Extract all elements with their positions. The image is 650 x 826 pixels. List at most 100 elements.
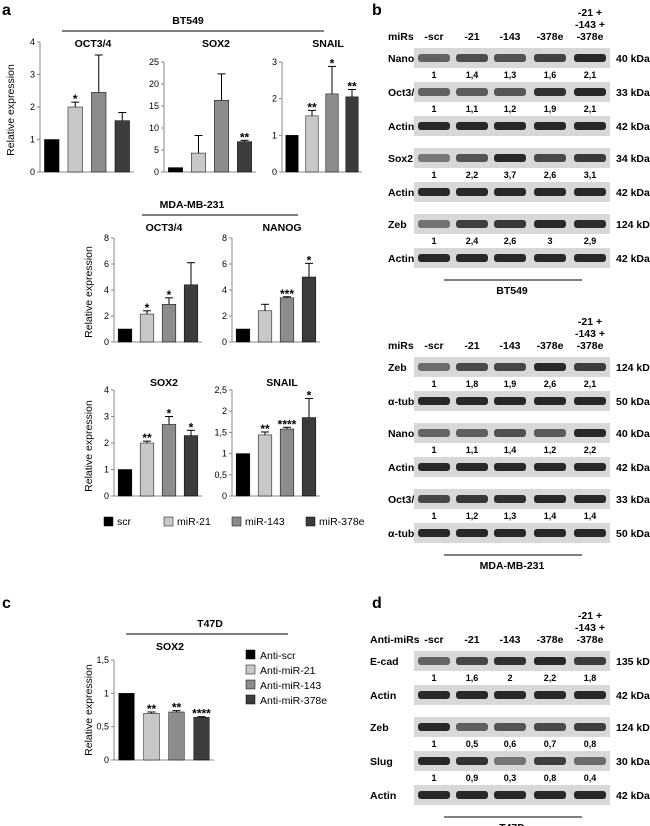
protein-label: E-cad [370,656,399,668]
kda-label: 33 kDa [616,87,650,99]
band-mark [534,723,566,731]
significance-star: * [307,253,312,267]
band-mark [418,657,450,665]
band-mark [456,54,488,62]
band-mark [494,723,526,731]
band-quant: 1,2 [504,104,517,114]
blot-band-Zeb: Zeb 124 kDa 1 1,8 1,9 2,6 2,1 [388,357,650,389]
y-tick-label: 2 [272,94,277,104]
band-mark [534,220,566,228]
band-mark [418,54,450,62]
blot-band-Actin: Actin 42 kDa [388,116,650,136]
bar-miR-21 [305,115,319,173]
blot-lane-label: -143 [499,31,520,43]
y-tick-label: 3 [30,70,35,80]
kda-label: 34 kDa [616,153,650,165]
band-mark [574,363,606,371]
chart-title: OCT3/4 [146,222,183,234]
band-mark [418,254,450,262]
blot-lane-label: -21 [464,31,479,43]
y-tick-label: 15 [149,101,159,111]
western-blot-t47d: Anti-miRs -scr -21 -143 -378e-21 +-143 +-378… [370,610,650,826]
protein-label: Actin [370,690,396,702]
band-mark [534,397,566,405]
band-quant: 1 [431,70,436,80]
blot-lane-label: -378e [537,31,564,43]
band-mark [534,657,566,665]
band-mark [534,463,566,471]
y-tick-label: 1 [272,130,277,140]
kda-label: 124 kDa [616,362,650,374]
band-mark [534,495,566,503]
band-quant: 1,1 [466,104,479,114]
y-tick-label: 1 [104,465,109,475]
band-mark [574,657,606,665]
y-tick-label: 2 [222,406,227,416]
band-mark [456,757,488,765]
band-quant: 1 [431,236,436,246]
y-tick-label: 4 [104,385,109,395]
band-mark [574,154,606,162]
blot-combo-label: -378e [577,340,604,352]
blot-combo-label: -143 + [575,622,605,634]
blot-lane-label: -143 [499,340,520,352]
protein-label: Slug [370,756,393,768]
band-quant: 0,4 [584,773,597,783]
legend-label: miR-378e [319,516,365,528]
band-quant: 0,9 [466,773,479,783]
band-quant: 1 [431,673,436,683]
kda-label: 33 kDa [616,494,650,506]
blot-lane-label: -378e [537,340,564,352]
cell-line-label: T47D [499,822,525,826]
band-quant: 1 [431,170,436,180]
y-tick-label: 1,5 [96,655,109,665]
y-tick-label: 20 [149,79,159,89]
bar-miR-378e [183,435,199,497]
band-mark [418,188,450,196]
band-quant: 1 [431,739,436,749]
band-mark [574,495,606,503]
y-tick-label: 0 [222,337,227,347]
y-tick-label: 2,5 [214,385,227,395]
blot-band-Actin: Actin 42 kDa [370,785,650,805]
band-quant: 1,6 [466,673,479,683]
band-mark [494,254,526,262]
kda-label: 124 kDa [616,722,650,734]
y-tick-label: 0 [104,337,109,347]
blot-band-α-tubulin: α-tubulin 50 kDa [388,523,650,543]
significance-star: *** [280,287,294,301]
y-tick-label: 0 [104,491,109,501]
y-tick-label: 0,5 [96,722,109,732]
band-quant: 1 [431,773,436,783]
y-tick-label: 2 [104,438,109,448]
band-quant: 1 [431,104,436,114]
band-mark [418,397,450,405]
band-mark [456,220,488,228]
band-quant: 2,1 [584,104,597,114]
y-tick-label: 25 [149,57,159,67]
kda-label: 40 kDa [616,428,650,440]
band-mark [534,122,566,130]
band-mark [494,529,526,537]
kda-label: 42 kDa [616,462,650,474]
band-quant: 0,8 [544,773,557,783]
band-mark [574,723,606,731]
y-tick-label: 1 [30,135,35,145]
kda-label: 50 kDa [616,528,650,540]
band-mark [418,429,450,437]
bar-miR-143 [279,428,295,497]
blot-band-E-cad: E-cad 135 kDa 1 1,6 2 2,2 1,8 [370,651,650,683]
bar-miR-143 [161,424,177,497]
significance-star: ** [307,100,317,114]
protein-label: Zeb [370,722,389,734]
chart-title: SOX2 [156,641,184,653]
protein-label: Actin [388,253,414,265]
band-quant: 2 [507,673,512,683]
y-tick-label: 4 [30,37,35,47]
y-axis-label: Relative expression [5,64,17,156]
